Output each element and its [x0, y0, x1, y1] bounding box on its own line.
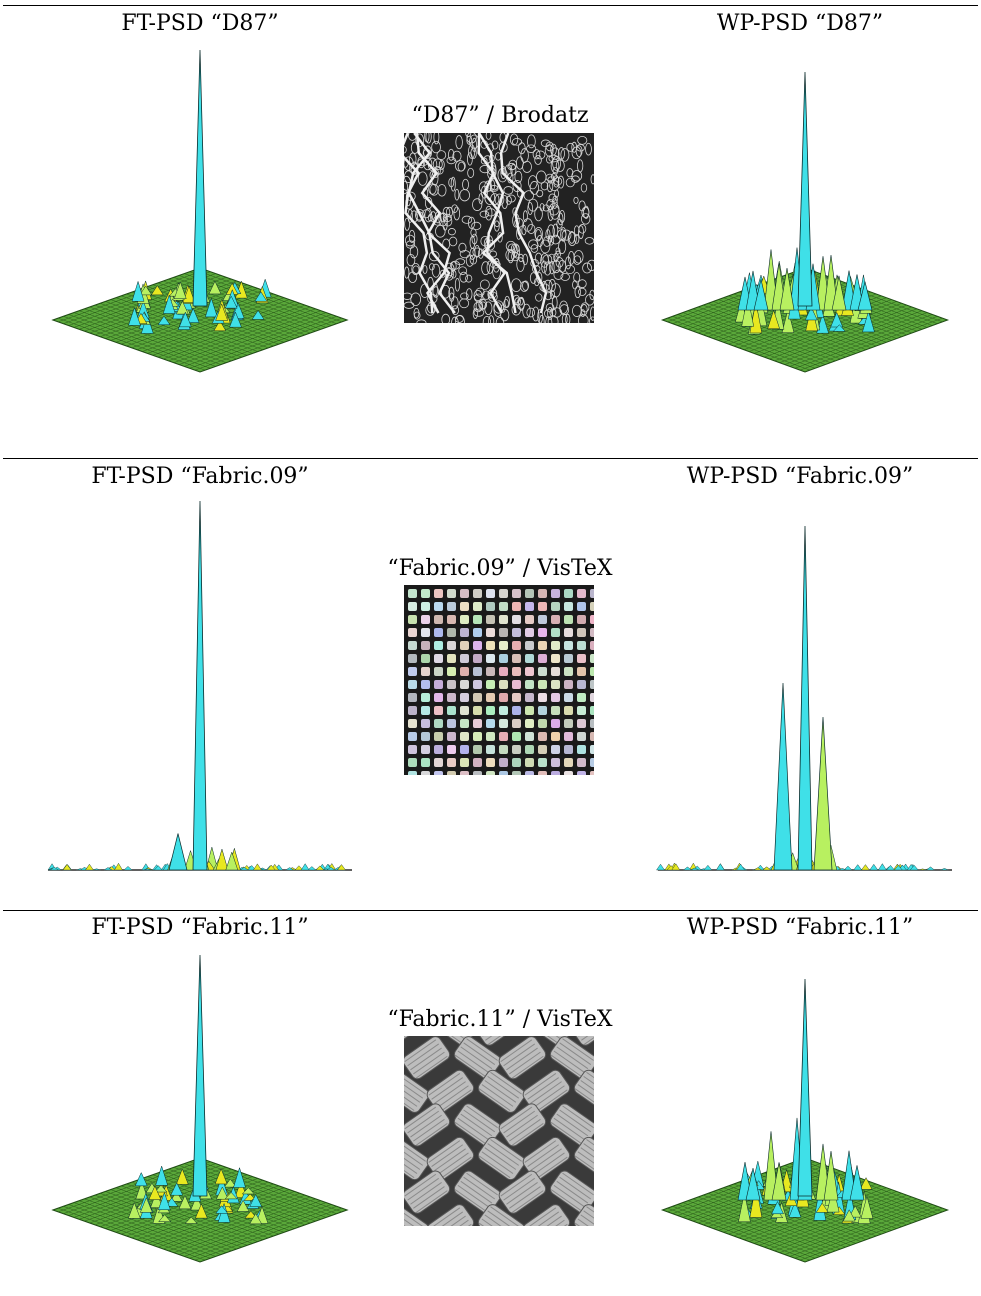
wp-psd-fabric09-label: WP-PSD “Fabric.09” — [686, 464, 914, 489]
row-rule-mid1 — [3, 458, 978, 459]
main-peak — [797, 978, 813, 1197]
texture-fabric11-image — [404, 1036, 594, 1226]
row-rule-mid2 — [3, 910, 978, 911]
wp-psd-d87-label: WP-PSD “D87” — [716, 11, 884, 36]
wp-psd-d87-surface — [660, 71, 950, 373]
texture-fabric11-label: “Fabric.11” / VisTeX — [387, 1007, 613, 1032]
main-peak — [192, 49, 208, 307]
texture-fabric09-image — [404, 585, 594, 775]
ft-psd-d87-surface — [51, 49, 349, 373]
ft-psd-fabric09-label: FT-PSD “Fabric.09” — [91, 464, 309, 489]
wp-psd-fabric11-surface — [660, 978, 950, 1263]
main-peak — [797, 525, 813, 871]
main-peak — [192, 500, 208, 871]
texture-d87-image — [404, 133, 594, 323]
main-peak — [797, 71, 813, 307]
wp-psd-fabric09-surface — [656, 525, 952, 871]
ft-psd-d87-label: FT-PSD “D87” — [121, 11, 279, 36]
ft-psd-fabric11-label: FT-PSD “Fabric.11” — [91, 915, 309, 940]
main-peak — [192, 954, 208, 1197]
texture-d87-label: “D87” / Brodatz — [411, 103, 589, 128]
texture-fabric09-label: “Fabric.09” / VisTeX — [387, 556, 613, 581]
row-rule-top — [3, 5, 978, 6]
ft-psd-fabric09-surface — [47, 500, 352, 871]
ft-psd-fabric11-surface — [51, 954, 349, 1263]
wp-psd-fabric11-label: WP-PSD “Fabric.11” — [686, 915, 914, 940]
